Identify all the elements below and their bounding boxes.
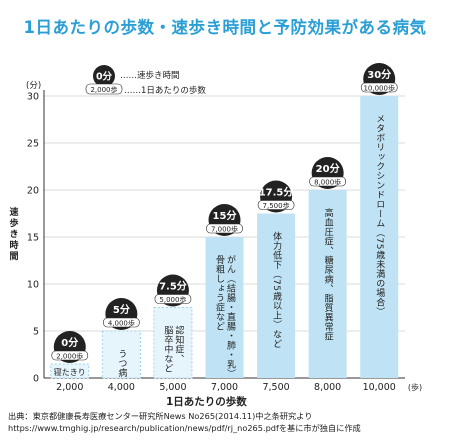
x-tick-label: 7,500 xyxy=(262,382,289,393)
disease-label: 寝たきり xyxy=(54,367,86,377)
x-tick-label: 10,000 xyxy=(363,382,396,393)
y-axis-label: 速歩き時間 xyxy=(9,208,19,262)
bar xyxy=(205,237,244,378)
bar xyxy=(153,307,193,379)
legend-minutes-sample: 0分 xyxy=(96,71,113,83)
y-tick-label: 15 xyxy=(27,233,39,244)
disease-label: 高血圧症、糖尿病、脂質異常症 xyxy=(323,207,334,341)
badge-steps-label: 10,000歩 xyxy=(363,84,395,93)
x-axis-unit: (歩) xyxy=(408,382,422,392)
x-tick-label: 4,000 xyxy=(108,382,135,393)
steps-tag xyxy=(257,200,295,210)
x-tick-label: 8,000 xyxy=(314,382,341,393)
y-tick-label: 10 xyxy=(27,280,39,291)
legend-minutes-desc: ……速歩き時間 xyxy=(120,70,180,81)
bar xyxy=(101,330,141,379)
bar xyxy=(257,213,296,378)
bar xyxy=(360,96,399,378)
steps-tag xyxy=(360,82,398,93)
badge-minutes-label: 5分 xyxy=(113,303,130,316)
badge-minutes-label: 7.5分 xyxy=(159,280,187,293)
badge-steps-label: 8,000歩 xyxy=(314,178,341,187)
badge-minutes-label: 15分 xyxy=(213,209,237,222)
steps-tag xyxy=(103,317,140,328)
y-tick-label: 5 xyxy=(33,327,39,338)
steps-tag xyxy=(154,294,192,304)
bar xyxy=(308,190,347,378)
legend-steps-desc: ……1日あたりの歩数 xyxy=(124,85,206,96)
source-line-2: https://www.tmghig.jp/research/publicati… xyxy=(8,423,361,433)
y-tick-label: 0 xyxy=(33,374,39,385)
source-note: 出典：東京都健康長寿医療センター研究所News No265(2014.11)中之… xyxy=(8,410,361,434)
disease-label: うつ病 xyxy=(116,349,127,378)
disease-label: 脳卒中など xyxy=(162,324,173,373)
legend-steps-tag xyxy=(85,83,123,95)
badge-minutes-label: 17.5分 xyxy=(259,186,294,199)
y-tick-label: 20 xyxy=(27,186,39,197)
chart-title: 1日あたりの歩数・速歩き時間と予防効果がある病気 xyxy=(23,18,427,37)
disease-label: がん（結腸・直腸・肺・乳） xyxy=(225,254,236,379)
badge-minutes-label: 30分 xyxy=(367,68,391,81)
x-axis-label: 1日あたりの歩数 xyxy=(166,396,247,408)
badge-steps-label: 7,000歩 xyxy=(211,225,238,234)
x-tick-label: 5,000 xyxy=(159,382,186,393)
disease-label: メタボリックシンドローム（75歳未満の場合） xyxy=(374,114,385,316)
legend-minutes-badge xyxy=(93,65,115,87)
badge-steps-label: 7,500歩 xyxy=(263,201,290,210)
steps-tag xyxy=(206,223,243,234)
disease-label: 骨粗しょう症など xyxy=(214,255,225,331)
y-tick-label: 30 xyxy=(27,92,39,103)
steps-tag xyxy=(51,350,89,361)
badge-steps-label: 5,000歩 xyxy=(159,295,186,304)
badge-minutes-label: 0分 xyxy=(61,336,78,349)
legend-steps-sample: 2,000歩 xyxy=(90,85,117,94)
source-line-1: 出典：東京都健康長寿医療センター研究所News No265(2014.11)中之… xyxy=(8,411,313,421)
badge-minutes-label: 20分 xyxy=(316,162,340,175)
disease-label: 認知症、 xyxy=(173,324,184,363)
steps-tag xyxy=(309,176,346,187)
x-tick-label: 2,000 xyxy=(56,382,83,393)
badge-steps-label: 4,000歩 xyxy=(108,319,135,328)
y-tick-label: 25 xyxy=(27,139,39,150)
badge-steps-label: 2,000歩 xyxy=(56,352,83,361)
y-axis-unit: (分) xyxy=(26,81,42,91)
disease-label: 体力低下（75歳以上）など xyxy=(271,230,282,348)
bar xyxy=(50,363,90,379)
x-tick-label: 7,000 xyxy=(211,382,238,393)
